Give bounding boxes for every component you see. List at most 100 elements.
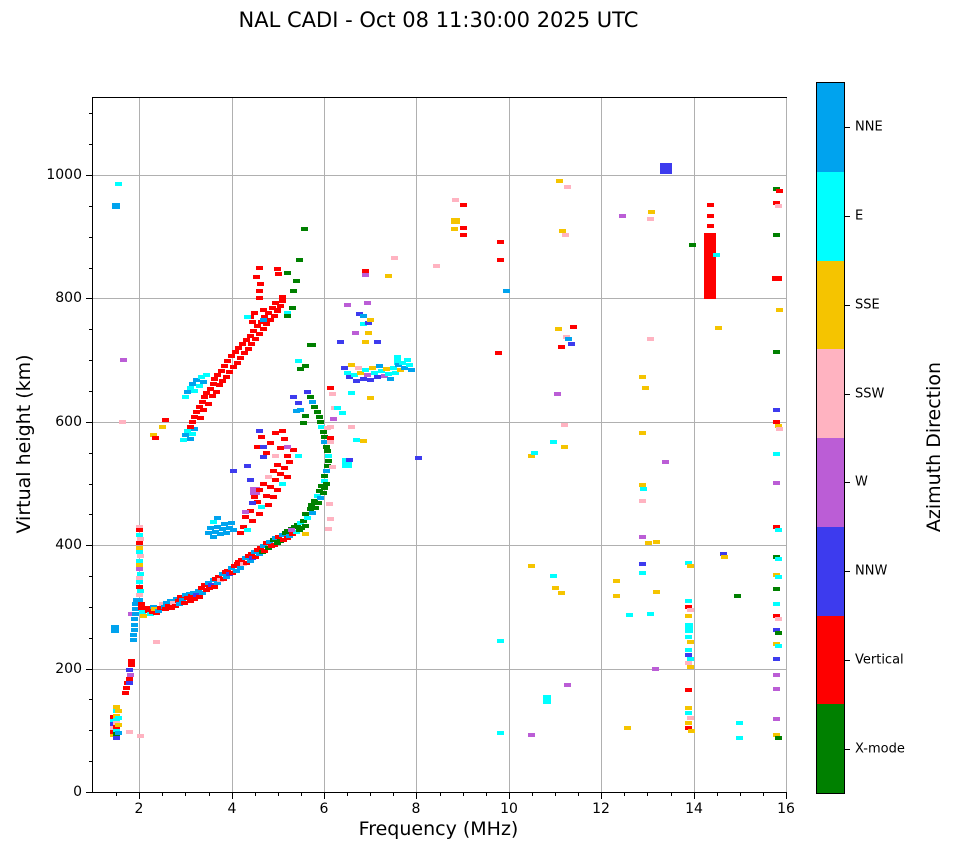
data-point	[131, 617, 138, 621]
data-point	[660, 163, 672, 174]
data-point	[139, 610, 146, 614]
data-point	[385, 274, 392, 278]
data-point	[136, 525, 143, 529]
data-point	[233, 569, 240, 573]
data-point	[256, 289, 263, 293]
data-point	[309, 400, 316, 404]
data-point	[247, 478, 254, 482]
colorbar-label-w: W	[855, 474, 868, 490]
data-point	[385, 372, 392, 376]
y-major-tick	[86, 792, 92, 793]
data-point	[321, 479, 328, 483]
data-point	[298, 526, 305, 530]
data-point	[232, 350, 239, 354]
data-point	[111, 625, 119, 633]
data-point	[113, 736, 120, 740]
x-tick-label: 8	[411, 801, 421, 817]
data-point	[193, 378, 200, 382]
data-point	[351, 373, 358, 377]
data-point	[274, 267, 281, 271]
data-point	[394, 355, 401, 365]
y-minor-tick	[89, 730, 92, 731]
data-point	[132, 602, 139, 606]
data-point	[137, 734, 144, 738]
data-point	[279, 429, 286, 433]
data-point	[260, 544, 267, 548]
data-point	[776, 427, 783, 431]
gridline-y	[93, 669, 786, 670]
data-point	[115, 709, 122, 713]
data-point	[327, 517, 334, 521]
data-point	[242, 556, 249, 560]
data-point	[286, 534, 293, 538]
data-point	[451, 227, 458, 231]
data-point	[348, 391, 355, 395]
data-point	[234, 361, 241, 365]
data-point	[296, 528, 303, 532]
data-point	[130, 638, 137, 642]
data-point	[639, 562, 646, 566]
data-point	[775, 424, 782, 428]
data-point	[261, 315, 268, 319]
data-point	[184, 429, 191, 433]
data-point	[237, 356, 244, 360]
data-point	[230, 365, 237, 369]
gridline-x	[139, 98, 140, 792]
data-point	[260, 482, 267, 486]
data-point	[320, 491, 327, 495]
gridline-x	[786, 98, 787, 792]
data-point	[254, 324, 261, 328]
data-point	[284, 475, 291, 479]
data-point	[289, 306, 296, 310]
data-point	[238, 558, 245, 562]
data-point	[220, 577, 227, 581]
data-point	[182, 433, 189, 437]
data-point	[205, 402, 212, 406]
y-tick-label: 400	[55, 537, 82, 553]
data-point	[207, 387, 214, 391]
data-point	[235, 560, 242, 564]
data-point	[126, 668, 133, 672]
data-point	[325, 527, 332, 531]
data-point	[207, 526, 214, 530]
data-point	[284, 529, 291, 533]
data-point	[301, 227, 308, 231]
data-point	[274, 463, 281, 467]
x-minor-tick	[440, 793, 441, 796]
data-point	[214, 581, 221, 585]
data-point	[289, 532, 296, 536]
data-point	[639, 535, 646, 539]
data-point	[168, 606, 175, 610]
data-point	[552, 586, 559, 590]
data-point	[559, 229, 566, 233]
data-point	[348, 363, 355, 367]
data-point	[290, 395, 297, 399]
data-point	[302, 364, 309, 368]
y-minor-tick	[89, 761, 92, 762]
data-point	[180, 438, 187, 442]
x-tick-label: 12	[592, 801, 610, 817]
data-point	[433, 264, 440, 268]
data-point	[248, 342, 255, 346]
data-point	[324, 464, 331, 468]
x-tick-label: 6	[319, 801, 329, 817]
data-point	[189, 420, 196, 424]
x-minor-tick	[578, 793, 579, 796]
data-point	[198, 586, 205, 590]
x-tick-label: 14	[685, 801, 703, 817]
data-point	[558, 345, 565, 349]
data-point	[254, 445, 261, 449]
data-point	[136, 563, 143, 567]
data-point	[304, 390, 311, 394]
colorbar-block-w	[817, 438, 844, 527]
data-point	[318, 425, 325, 429]
data-point	[296, 258, 303, 262]
data-point	[639, 483, 646, 487]
data-point	[704, 233, 716, 299]
data-point	[408, 368, 415, 372]
data-point	[272, 301, 279, 305]
data-point	[187, 386, 194, 390]
y-minor-tick	[89, 699, 92, 700]
data-point	[773, 420, 780, 424]
data-point	[528, 454, 535, 458]
